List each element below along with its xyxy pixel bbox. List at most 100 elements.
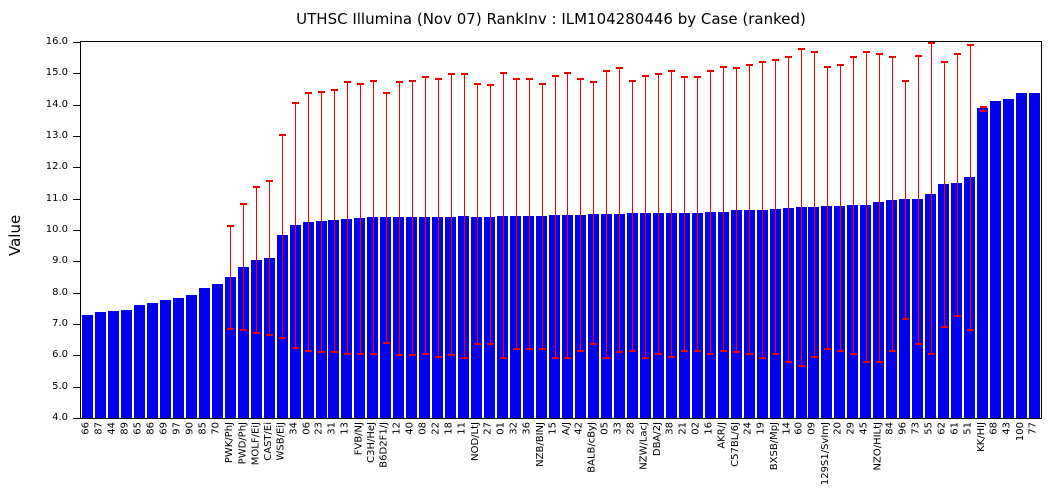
error-bar-stem [736,67,737,352]
x-tick-label: 11 [457,422,468,435]
error-bar-cap [668,356,675,358]
error-bar-stem [918,55,919,344]
x-tick-label: 86 [146,422,157,435]
y-tick-mark [73,230,80,231]
bar [990,101,1001,418]
x-tick-label: C3H/HeJ [366,422,377,463]
error-bar-cap [474,83,481,85]
error-bar-stem [749,64,750,354]
error-bar-stem [412,80,413,355]
bar [938,184,949,418]
error-bar-cap [526,348,533,350]
x-tick-label: 44 [107,422,118,435]
error-bar-cap [383,342,390,344]
error-bar-cap [500,72,507,74]
bar [186,295,197,418]
error-bar-cap [772,59,779,61]
error-bar-cap [240,329,247,331]
error-bar-cap [396,81,403,83]
error-bar-stem [243,203,244,330]
error-bar-cap [837,350,844,352]
error-bar-stem [580,78,581,351]
error-bar-stem [827,66,828,349]
x-tick-label: A/J [561,422,572,436]
bar [95,312,106,418]
x-tick-label: 55 [924,422,935,435]
error-bar-cap [798,365,805,367]
error-bar-cap [655,353,662,355]
x-tick-label: 08 [418,422,429,435]
x-tick-label: NZW/LacJ [639,422,650,470]
error-bar-stem [425,76,426,354]
bar [108,311,119,418]
error-bar-cap [292,347,299,349]
y-tick-mark [73,105,80,106]
error-bar-stem [438,78,439,357]
error-bar-cap [733,351,740,353]
y-tick-label: 11.0 [45,193,68,204]
error-bar-cap [305,350,312,352]
error-bar-cap [590,81,597,83]
x-tick-label: 77 [1028,422,1039,435]
error-bar-cap [785,56,792,58]
error-bar-cap [876,361,883,363]
bar [977,108,988,418]
y-tick-label: 15.0 [45,67,68,78]
x-tick-label: 22 [431,422,442,435]
error-bar-stem [632,80,633,351]
error-bar-cap [435,78,442,80]
error-bar-cap [629,350,636,352]
error-bar-cap [759,357,766,359]
error-bar-cap [668,70,675,72]
x-tick-label: AKR/J [717,422,728,449]
error-bar-cap [564,357,571,359]
error-bar-stem [814,51,815,357]
error-bar-stem [567,72,568,358]
plot-area [80,41,1042,419]
error-bar-stem [684,76,685,351]
error-bar-cap [539,83,546,85]
error-bar-cap [331,89,338,91]
error-bar-cap [487,343,494,345]
error-bar-cap [850,353,857,355]
x-tick-label: 34 [289,422,300,435]
error-bar-cap [889,350,896,352]
x-tick-label: 36 [522,422,533,435]
x-tick-label: 84 [885,422,896,435]
error-bar-stem [944,61,945,327]
error-bar-stem [658,73,659,354]
y-tick-label: 6.0 [52,349,68,360]
error-bar-stem [334,89,335,352]
error-bar-stem [593,81,594,344]
error-bar-cap [357,353,364,355]
chart-title: UTHSC Illumina (Nov 07) RankInv : ILM104… [296,10,806,28]
error-bar-cap [552,75,559,77]
bar [367,217,378,418]
error-bar-stem [503,72,504,358]
error-bar-stem [762,61,763,358]
bar [173,298,184,418]
error-bar-stem [373,80,374,354]
error-bar-cap [941,326,948,328]
error-bar-cap [642,357,649,359]
x-tick-label: 38 [665,422,676,435]
x-tick-label: 12 [392,422,403,435]
x-tick-label: 27 [483,422,494,435]
error-bar-cap [928,353,935,355]
error-bar-cap [240,203,247,205]
error-bar-cap [681,350,688,352]
error-bar-cap [396,354,403,356]
y-tick-label: 9.0 [52,255,68,266]
x-tick-label: 31 [327,422,338,435]
bar [964,177,975,418]
x-tick-label: NZO/HILtJ [872,422,883,471]
error-bar-cap [461,73,468,75]
error-bar-cap [837,64,844,66]
error-bar-cap [655,73,662,75]
error-bar-cap [811,356,818,358]
bar [1016,93,1027,418]
error-bar-cap [954,315,961,317]
error-bar-stem [529,78,530,349]
error-bar-cap [279,134,286,136]
bar [341,219,352,418]
